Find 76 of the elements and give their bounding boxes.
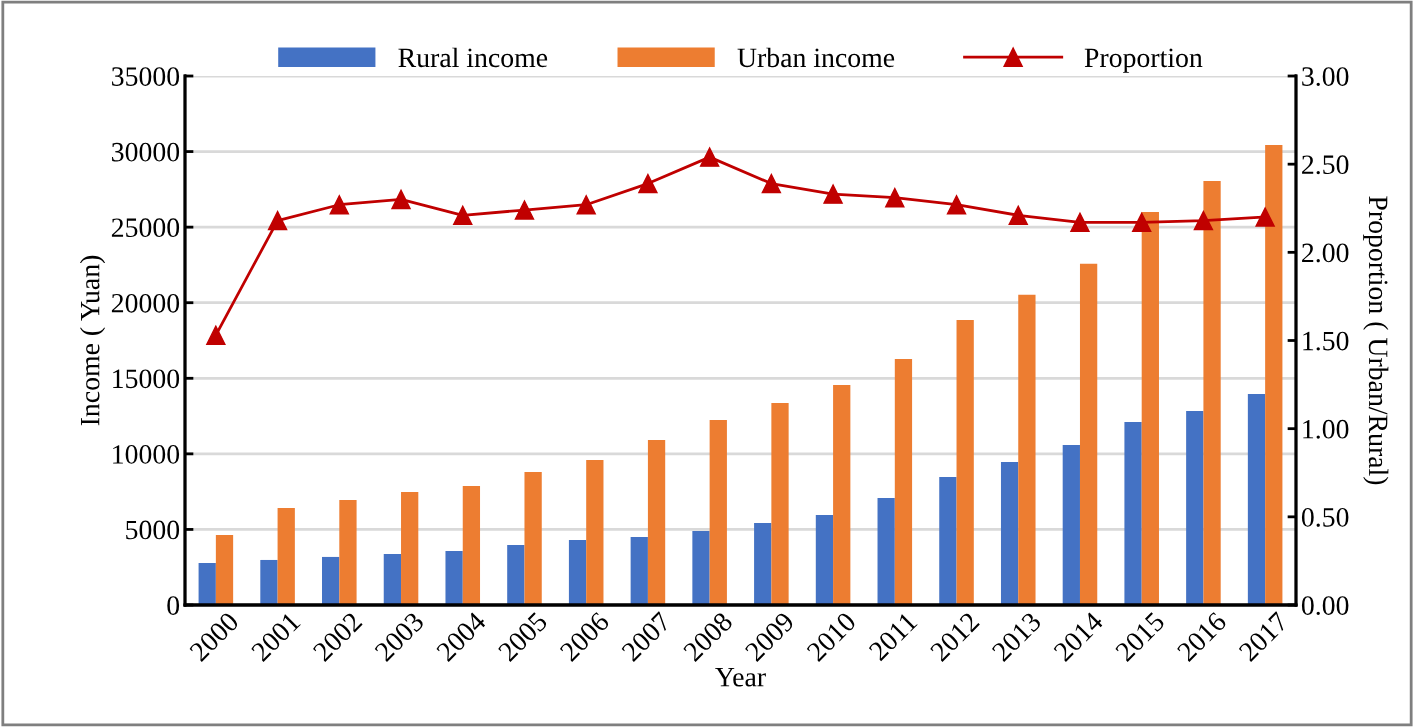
- bar: [215, 535, 234, 605]
- bar: [322, 556, 340, 605]
- y2-tick-label: 3.00: [1302, 67, 1349, 87]
- y2-tick-label: 2.50: [1302, 155, 1349, 175]
- y2-tick-label: 0.00: [1301, 596, 1349, 616]
- bar: [445, 551, 463, 605]
- point: [514, 200, 535, 220]
- bar: [383, 553, 402, 605]
- y-axis-title: Income ( Yuan): [79, 255, 106, 426]
- bar: [1000, 462, 1019, 605]
- point: [1193, 210, 1214, 231]
- point: [885, 187, 905, 208]
- y-tick-label: 0: [167, 596, 180, 615]
- point: [576, 195, 596, 215]
- bar: [401, 491, 419, 605]
- point: [1131, 212, 1152, 233]
- bar: [1265, 144, 1283, 605]
- legend-label: Urban income: [737, 47, 895, 68]
- bar: [339, 499, 357, 605]
- bar: [754, 522, 772, 605]
- bar: [894, 358, 913, 605]
- bar: [568, 540, 587, 605]
- bar: [1186, 410, 1204, 605]
- y-tick-label: 20000: [111, 293, 180, 313]
- bar: [1124, 421, 1142, 605]
- bar: [586, 459, 604, 605]
- point: [1255, 207, 1275, 227]
- legend-label: Rural income: [398, 47, 548, 68]
- bar: [1141, 211, 1159, 605]
- y2-tick-label: 1.50: [1303, 331, 1349, 351]
- bar: [507, 545, 525, 605]
- y-tick-label: 5000: [126, 520, 180, 540]
- y-tick-label: 30000: [112, 142, 180, 162]
- point: [1008, 205, 1028, 226]
- bar: [1079, 263, 1098, 605]
- point: [638, 173, 658, 194]
- bar: [647, 439, 666, 605]
- x-axis-title: Year: [715, 668, 766, 687]
- bar: [877, 497, 895, 605]
- legend-label: Proportion: [1084, 48, 1203, 73]
- bar: [1247, 394, 1266, 605]
- y2-axis-title: Proportion ( Urban/Rural): [1363, 196, 1389, 485]
- x-tick-label: 2011: [868, 611, 918, 662]
- bar: [1203, 180, 1221, 605]
- y2-tick-label: 1.00: [1303, 419, 1349, 439]
- y-tick-label: 25000: [111, 218, 180, 238]
- bar: [709, 420, 727, 605]
- point: [823, 184, 843, 204]
- y2-tick-label: 2.00: [1302, 243, 1349, 263]
- bar: [692, 530, 710, 605]
- point: [267, 210, 288, 231]
- bar: [956, 319, 974, 605]
- point: [329, 195, 350, 215]
- bar: [260, 559, 278, 605]
- bar: [277, 507, 295, 605]
- y-tick-label: 10000: [113, 445, 180, 464]
- bar: [198, 562, 216, 605]
- y-tick-label: 35000: [112, 67, 180, 86]
- y-tick-label: 15000: [113, 369, 180, 389]
- bar: [1018, 294, 1036, 605]
- point: [761, 173, 782, 194]
- bar: [833, 384, 851, 605]
- bar: [630, 536, 648, 605]
- point: [699, 147, 720, 167]
- bar: [462, 485, 481, 605]
- point: [206, 325, 226, 345]
- bar: [524, 471, 542, 605]
- bar: [815, 515, 834, 605]
- point: [391, 189, 411, 210]
- point: [453, 205, 473, 226]
- bar: [771, 402, 789, 605]
- y2-tick-label: 0.50: [1301, 508, 1349, 527]
- bar: [939, 476, 957, 605]
- point: [1070, 212, 1090, 233]
- point: [946, 195, 967, 215]
- bar: [1062, 444, 1080, 605]
